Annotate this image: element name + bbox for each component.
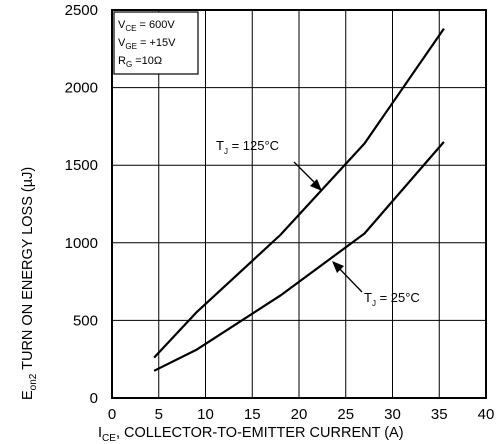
condition-vce-rest: = 600V [136, 19, 175, 31]
y-axis-title: Eon2 TURN ON ENERGY LOSS (µJ) [20, 167, 39, 400]
y-axis-title-sub: on2 [28, 373, 39, 390]
series-label-125c-sub: J [224, 147, 228, 156]
y-tick-label-2: 1000 [65, 235, 98, 252]
series-line-1 [153, 141, 445, 372]
y-tick-label-3: 1500 [65, 157, 98, 174]
condition-rg-main: R [118, 55, 126, 67]
y-axis-title-main: E [20, 390, 36, 400]
condition-rg: RG =10Ω [118, 55, 162, 69]
arrowhead-125c [310, 179, 322, 191]
plot-frame [111, 9, 487, 399]
y-tick-label-4: 2000 [65, 80, 98, 97]
series-line-0 [153, 27, 445, 359]
y-axis-title-rest: TURN ON ENERGY LOSS (µJ) [20, 167, 36, 374]
series-label-125c-text: TJ = 125°C [216, 138, 279, 156]
x-tick-label-3: 15 [244, 406, 261, 423]
x-axis-title-rest: , COLLECTOR-TO-EMITTER CURRENT (A) [116, 425, 404, 441]
condition-rg-sub: G [126, 60, 132, 69]
x-tick-label-6: 30 [384, 406, 401, 423]
condition-vce: VCE = 600V [118, 19, 175, 33]
series-label-25c-main: T [364, 290, 372, 305]
tick-labels: 0 5 10 15 20 25 30 35 40 0 500 1000 1500 2000 2500 [65, 2, 495, 423]
y-tick-label-0: 0 [90, 390, 98, 407]
x-tick-label-5: 25 [337, 406, 354, 423]
condition-vge-sub: GE [125, 42, 137, 51]
x-tick-label-1: 5 [155, 406, 163, 423]
x-axis-title-sub: CE [102, 433, 116, 444]
x-tick-label-4: 20 [291, 406, 308, 423]
series-label-25c: TJ = 25°C [364, 290, 420, 308]
condition-vce-main: V [118, 19, 126, 31]
x-axis-title: ICE, COLLECTOR-TO-EMITTER CURRENT (A) [98, 425, 404, 444]
condition-rg-rest: =10Ω [132, 55, 162, 67]
x-tick-label-8: 40 [478, 406, 495, 423]
series-label-125c: TJ = 125°C [216, 138, 279, 156]
x-tick-label-0: 0 [108, 406, 116, 423]
series-label-125c-rest: = 125°C [228, 138, 279, 153]
arrowhead-25c [332, 261, 344, 273]
conditions-box: VCE = 600V VGE = +15V RG =10Ω [113, 11, 199, 75]
curves [153, 27, 445, 372]
y-tick-label-5: 2500 [65, 2, 98, 19]
condition-vge-rest: = +15V [137, 37, 176, 49]
series-label-25c-text: TJ = 25°C [364, 290, 420, 308]
x-tick-label-2: 10 [197, 406, 214, 423]
condition-vge-main: V [118, 37, 126, 49]
series-label-25c-sub: J [372, 299, 376, 308]
condition-vge: VGE = +15V [118, 37, 176, 51]
x-tick-label-7: 35 [431, 406, 448, 423]
x-axis-title-main: I [98, 425, 102, 441]
series-label-125c-main: T [216, 138, 224, 153]
series-label-25c-rest: = 25°C [376, 290, 420, 305]
conditions-box-frame [113, 11, 199, 75]
y-tick-label-1: 500 [73, 312, 98, 329]
condition-vce-sub: CE [125, 24, 136, 33]
